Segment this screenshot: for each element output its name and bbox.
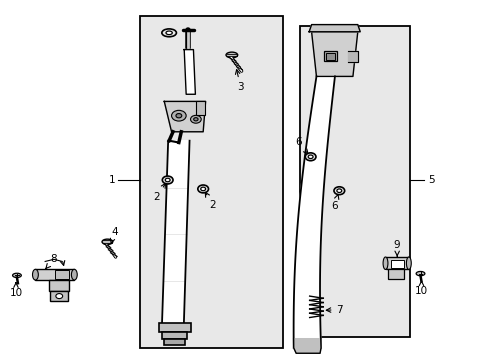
Text: 1: 1 (109, 175, 116, 185)
Ellipse shape (198, 185, 208, 193)
Ellipse shape (190, 115, 201, 123)
Ellipse shape (165, 31, 172, 35)
Ellipse shape (13, 273, 21, 278)
Bar (385, 257, 408, 269)
Polygon shape (162, 141, 189, 328)
Ellipse shape (382, 257, 387, 270)
Text: 2: 2 (205, 192, 216, 210)
Bar (159, 323, 191, 332)
Text: 8: 8 (46, 254, 57, 269)
Ellipse shape (305, 153, 315, 161)
Ellipse shape (56, 294, 62, 298)
Ellipse shape (32, 269, 38, 280)
Polygon shape (293, 339, 321, 353)
Text: 9: 9 (393, 240, 400, 256)
Ellipse shape (162, 29, 176, 37)
Polygon shape (311, 32, 357, 76)
Bar (196, 102, 204, 115)
Ellipse shape (406, 257, 410, 270)
Text: 3: 3 (235, 69, 244, 92)
Ellipse shape (193, 118, 198, 121)
Polygon shape (293, 76, 334, 348)
Text: 5: 5 (427, 175, 434, 185)
Bar (323, 51, 337, 62)
Bar (140, 16, 283, 348)
Bar (55, 270, 69, 279)
Bar (50, 291, 68, 301)
Bar (325, 53, 334, 60)
Polygon shape (164, 102, 205, 132)
Text: 4: 4 (110, 227, 118, 243)
Ellipse shape (336, 189, 341, 193)
Text: 7: 7 (325, 305, 343, 315)
Text: 2: 2 (153, 183, 165, 202)
Text: 10: 10 (414, 286, 427, 296)
Ellipse shape (415, 271, 424, 276)
Ellipse shape (307, 155, 312, 158)
Polygon shape (308, 24, 360, 32)
Ellipse shape (162, 176, 173, 184)
Ellipse shape (171, 111, 186, 121)
Ellipse shape (102, 239, 113, 244)
Bar (35, 269, 74, 280)
Ellipse shape (176, 113, 182, 118)
Bar (162, 332, 187, 339)
Bar (49, 280, 69, 291)
Polygon shape (184, 50, 195, 94)
Ellipse shape (165, 178, 170, 182)
Ellipse shape (71, 269, 77, 280)
Text: 10: 10 (9, 288, 22, 297)
Polygon shape (347, 51, 357, 62)
Text: 6: 6 (295, 138, 307, 154)
Bar (390, 260, 403, 267)
Bar (387, 269, 403, 279)
Bar (164, 339, 184, 345)
Ellipse shape (333, 187, 344, 195)
Text: 6: 6 (330, 194, 338, 211)
Ellipse shape (225, 52, 237, 58)
Ellipse shape (201, 187, 205, 191)
Bar (300, 26, 409, 337)
